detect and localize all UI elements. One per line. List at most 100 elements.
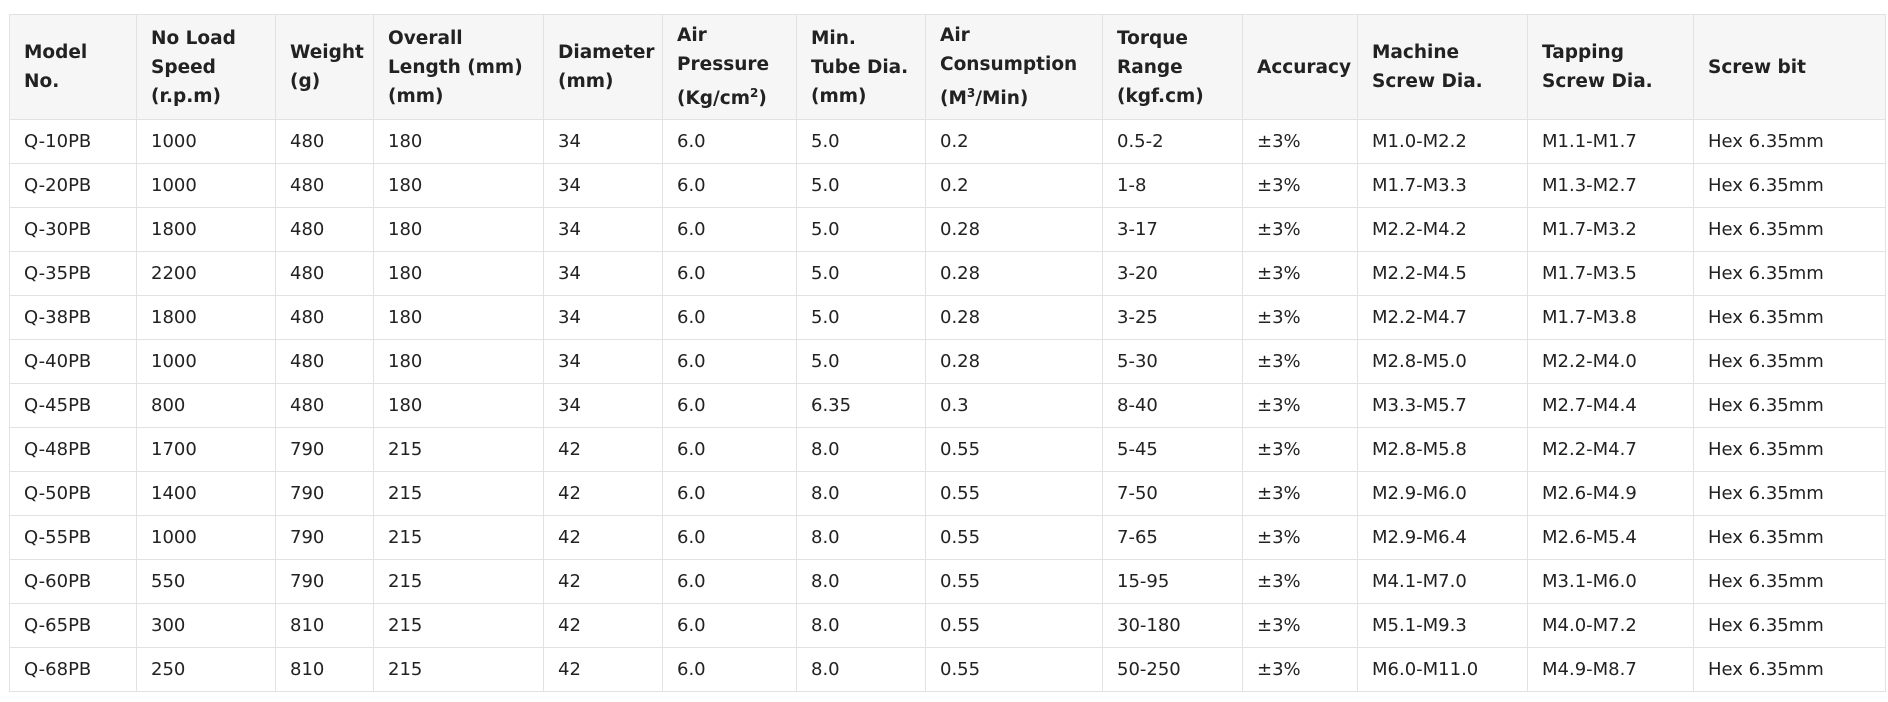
header-cell: Machine Screw Dia. bbox=[1357, 14, 1528, 120]
table-cell: 0.55 bbox=[925, 471, 1103, 516]
table-cell: M2.8-M5.8 bbox=[1357, 427, 1528, 472]
table-cell: 42 bbox=[543, 515, 663, 560]
table-cell: 34 bbox=[543, 163, 663, 208]
header-cell: Accuracy bbox=[1242, 14, 1358, 120]
table-cell: 1000 bbox=[136, 515, 276, 560]
header-text: ) bbox=[758, 88, 767, 110]
table-cell: 8.0 bbox=[796, 647, 926, 692]
table-cell: 480 bbox=[275, 163, 374, 208]
table-cell: M4.9-M8.7 bbox=[1527, 647, 1694, 692]
header-text: /Min) bbox=[975, 88, 1029, 110]
table-cell: 5.0 bbox=[796, 119, 926, 164]
table-cell: M2.2-M4.7 bbox=[1527, 427, 1694, 472]
table-cell: Hex 6.35mm bbox=[1693, 559, 1886, 604]
table-cell: M2.2-M4.5 bbox=[1357, 251, 1528, 296]
table-cell: 6.0 bbox=[662, 559, 797, 604]
table-cell: 6.0 bbox=[662, 603, 797, 648]
table-row: Q-38PB 1800 480 180 34 6.0 5.0 0.28 3-25 ±3% M2.2-… bbox=[9, 295, 1886, 340]
table-cell: M2.9-M6.0 bbox=[1357, 471, 1528, 516]
table-cell: Q-65PB bbox=[9, 603, 137, 648]
table-cell: 0.2 bbox=[925, 163, 1103, 208]
table-cell: Hex 6.35mm bbox=[1693, 515, 1886, 560]
table-cell: Hex 6.35mm bbox=[1693, 163, 1886, 208]
header-cell: Diameter (mm) bbox=[543, 14, 663, 120]
header-cell: Min. Tube Dia. (mm) bbox=[796, 14, 926, 120]
table-cell: 1000 bbox=[136, 163, 276, 208]
table-cell: 1400 bbox=[136, 471, 276, 516]
table-cell: 15-95 bbox=[1102, 559, 1243, 604]
table-cell: 480 bbox=[275, 119, 374, 164]
table-cell: 0.3 bbox=[925, 383, 1103, 428]
superscript: 2 bbox=[750, 85, 759, 100]
table-row: Q-50PB 1400 790 215 42 6.0 8.0 0.55 7-50 ±3% M2.9-… bbox=[9, 471, 1886, 516]
table-cell: 250 bbox=[136, 647, 276, 692]
table-cell: 6.0 bbox=[662, 207, 797, 252]
table-cell: Q-68PB bbox=[9, 647, 137, 692]
table-cell: 8.0 bbox=[796, 471, 926, 516]
table-cell: 480 bbox=[275, 295, 374, 340]
table-cell: 34 bbox=[543, 339, 663, 384]
table-cell: Hex 6.35mm bbox=[1693, 207, 1886, 252]
table-cell: 34 bbox=[543, 383, 663, 428]
table-cell: 42 bbox=[543, 471, 663, 516]
table-row: Q-60PB 550 790 215 42 6.0 8.0 0.55 15-95 ±3% M4.1-… bbox=[9, 559, 1886, 604]
table-cell: Q-30PB bbox=[9, 207, 137, 252]
table-row: Q-20PB 1000 480 180 34 6.0 5.0 0.2 1-8 ±3% M1.7-M3… bbox=[9, 163, 1886, 208]
table-cell: ±3% bbox=[1242, 515, 1358, 560]
table-cell: Hex 6.35mm bbox=[1693, 251, 1886, 296]
table-cell: ±3% bbox=[1242, 163, 1358, 208]
superscript: 3 bbox=[966, 85, 976, 100]
table-cell: 180 bbox=[373, 207, 544, 252]
table-cell: 810 bbox=[275, 647, 374, 692]
table-cell: 790 bbox=[275, 559, 374, 604]
table-cell: M2.2-M4.0 bbox=[1527, 339, 1694, 384]
header-cell: Torque Range (kgf.cm) bbox=[1102, 14, 1243, 120]
table-cell: 5.0 bbox=[796, 295, 926, 340]
table-cell: Q-40PB bbox=[9, 339, 137, 384]
table-cell: ±3% bbox=[1242, 251, 1358, 296]
header-cell: Air Pressure (Kg/cm2) bbox=[662, 14, 797, 120]
table-cell: M3.1-M6.0 bbox=[1527, 559, 1694, 604]
table-cell: 480 bbox=[275, 207, 374, 252]
table-cell: 2200 bbox=[136, 251, 276, 296]
header-row: Model No. No Load Speed (r.p.m) Weight (g)… bbox=[9, 14, 1886, 120]
table-cell: 5.0 bbox=[796, 163, 926, 208]
table-cell: 6.0 bbox=[662, 471, 797, 516]
table-cell: M4.1-M7.0 bbox=[1357, 559, 1528, 604]
table-cell: 790 bbox=[275, 515, 374, 560]
table-cell: 5-30 bbox=[1102, 339, 1243, 384]
table-cell: M2.2-M4.7 bbox=[1357, 295, 1528, 340]
table-cell: 0.55 bbox=[925, 603, 1103, 648]
table-cell: 180 bbox=[373, 339, 544, 384]
table-cell: 3-17 bbox=[1102, 207, 1243, 252]
table-row: Q-45PB 800 480 180 34 6.0 6.35 0.3 8-40 ±3% M3.3-M… bbox=[9, 383, 1886, 428]
table-cell: 6.0 bbox=[662, 295, 797, 340]
table-cell: M5.1-M9.3 bbox=[1357, 603, 1528, 648]
header-cell: Air Consumption (M3/Min) bbox=[925, 14, 1103, 120]
header-cell: Tapping Screw Dia. bbox=[1527, 14, 1694, 120]
table-cell: 480 bbox=[275, 251, 374, 296]
table-cell: 0.28 bbox=[925, 207, 1103, 252]
table-cell: 34 bbox=[543, 207, 663, 252]
table-cell: Q-35PB bbox=[9, 251, 137, 296]
table-cell: 34 bbox=[543, 295, 663, 340]
table-cell: ±3% bbox=[1242, 647, 1358, 692]
table-cell: M1.7-M3.5 bbox=[1527, 251, 1694, 296]
table-cell: 5-45 bbox=[1102, 427, 1243, 472]
table-row: Q-68PB 250 810 215 42 6.0 8.0 0.55 50-250 ±3% M6.0… bbox=[9, 647, 1886, 692]
table-row: Q-30PB 1800 480 180 34 6.0 5.0 0.28 3-17 ±3% M2.2-… bbox=[9, 207, 1886, 252]
table-cell: 6.0 bbox=[662, 251, 797, 296]
table-cell: 1800 bbox=[136, 295, 276, 340]
table-cell: M1.7-M3.3 bbox=[1357, 163, 1528, 208]
table-cell: Hex 6.35mm bbox=[1693, 471, 1886, 516]
table-cell: 215 bbox=[373, 603, 544, 648]
table-cell: ±3% bbox=[1242, 207, 1358, 252]
table-cell: ±3% bbox=[1242, 427, 1358, 472]
table-cell: M2.7-M4.4 bbox=[1527, 383, 1694, 428]
table-cell: 480 bbox=[275, 383, 374, 428]
table-cell: 5.0 bbox=[796, 251, 926, 296]
table-cell: Hex 6.35mm bbox=[1693, 427, 1886, 472]
table-cell: Q-38PB bbox=[9, 295, 137, 340]
table-cell: 215 bbox=[373, 515, 544, 560]
